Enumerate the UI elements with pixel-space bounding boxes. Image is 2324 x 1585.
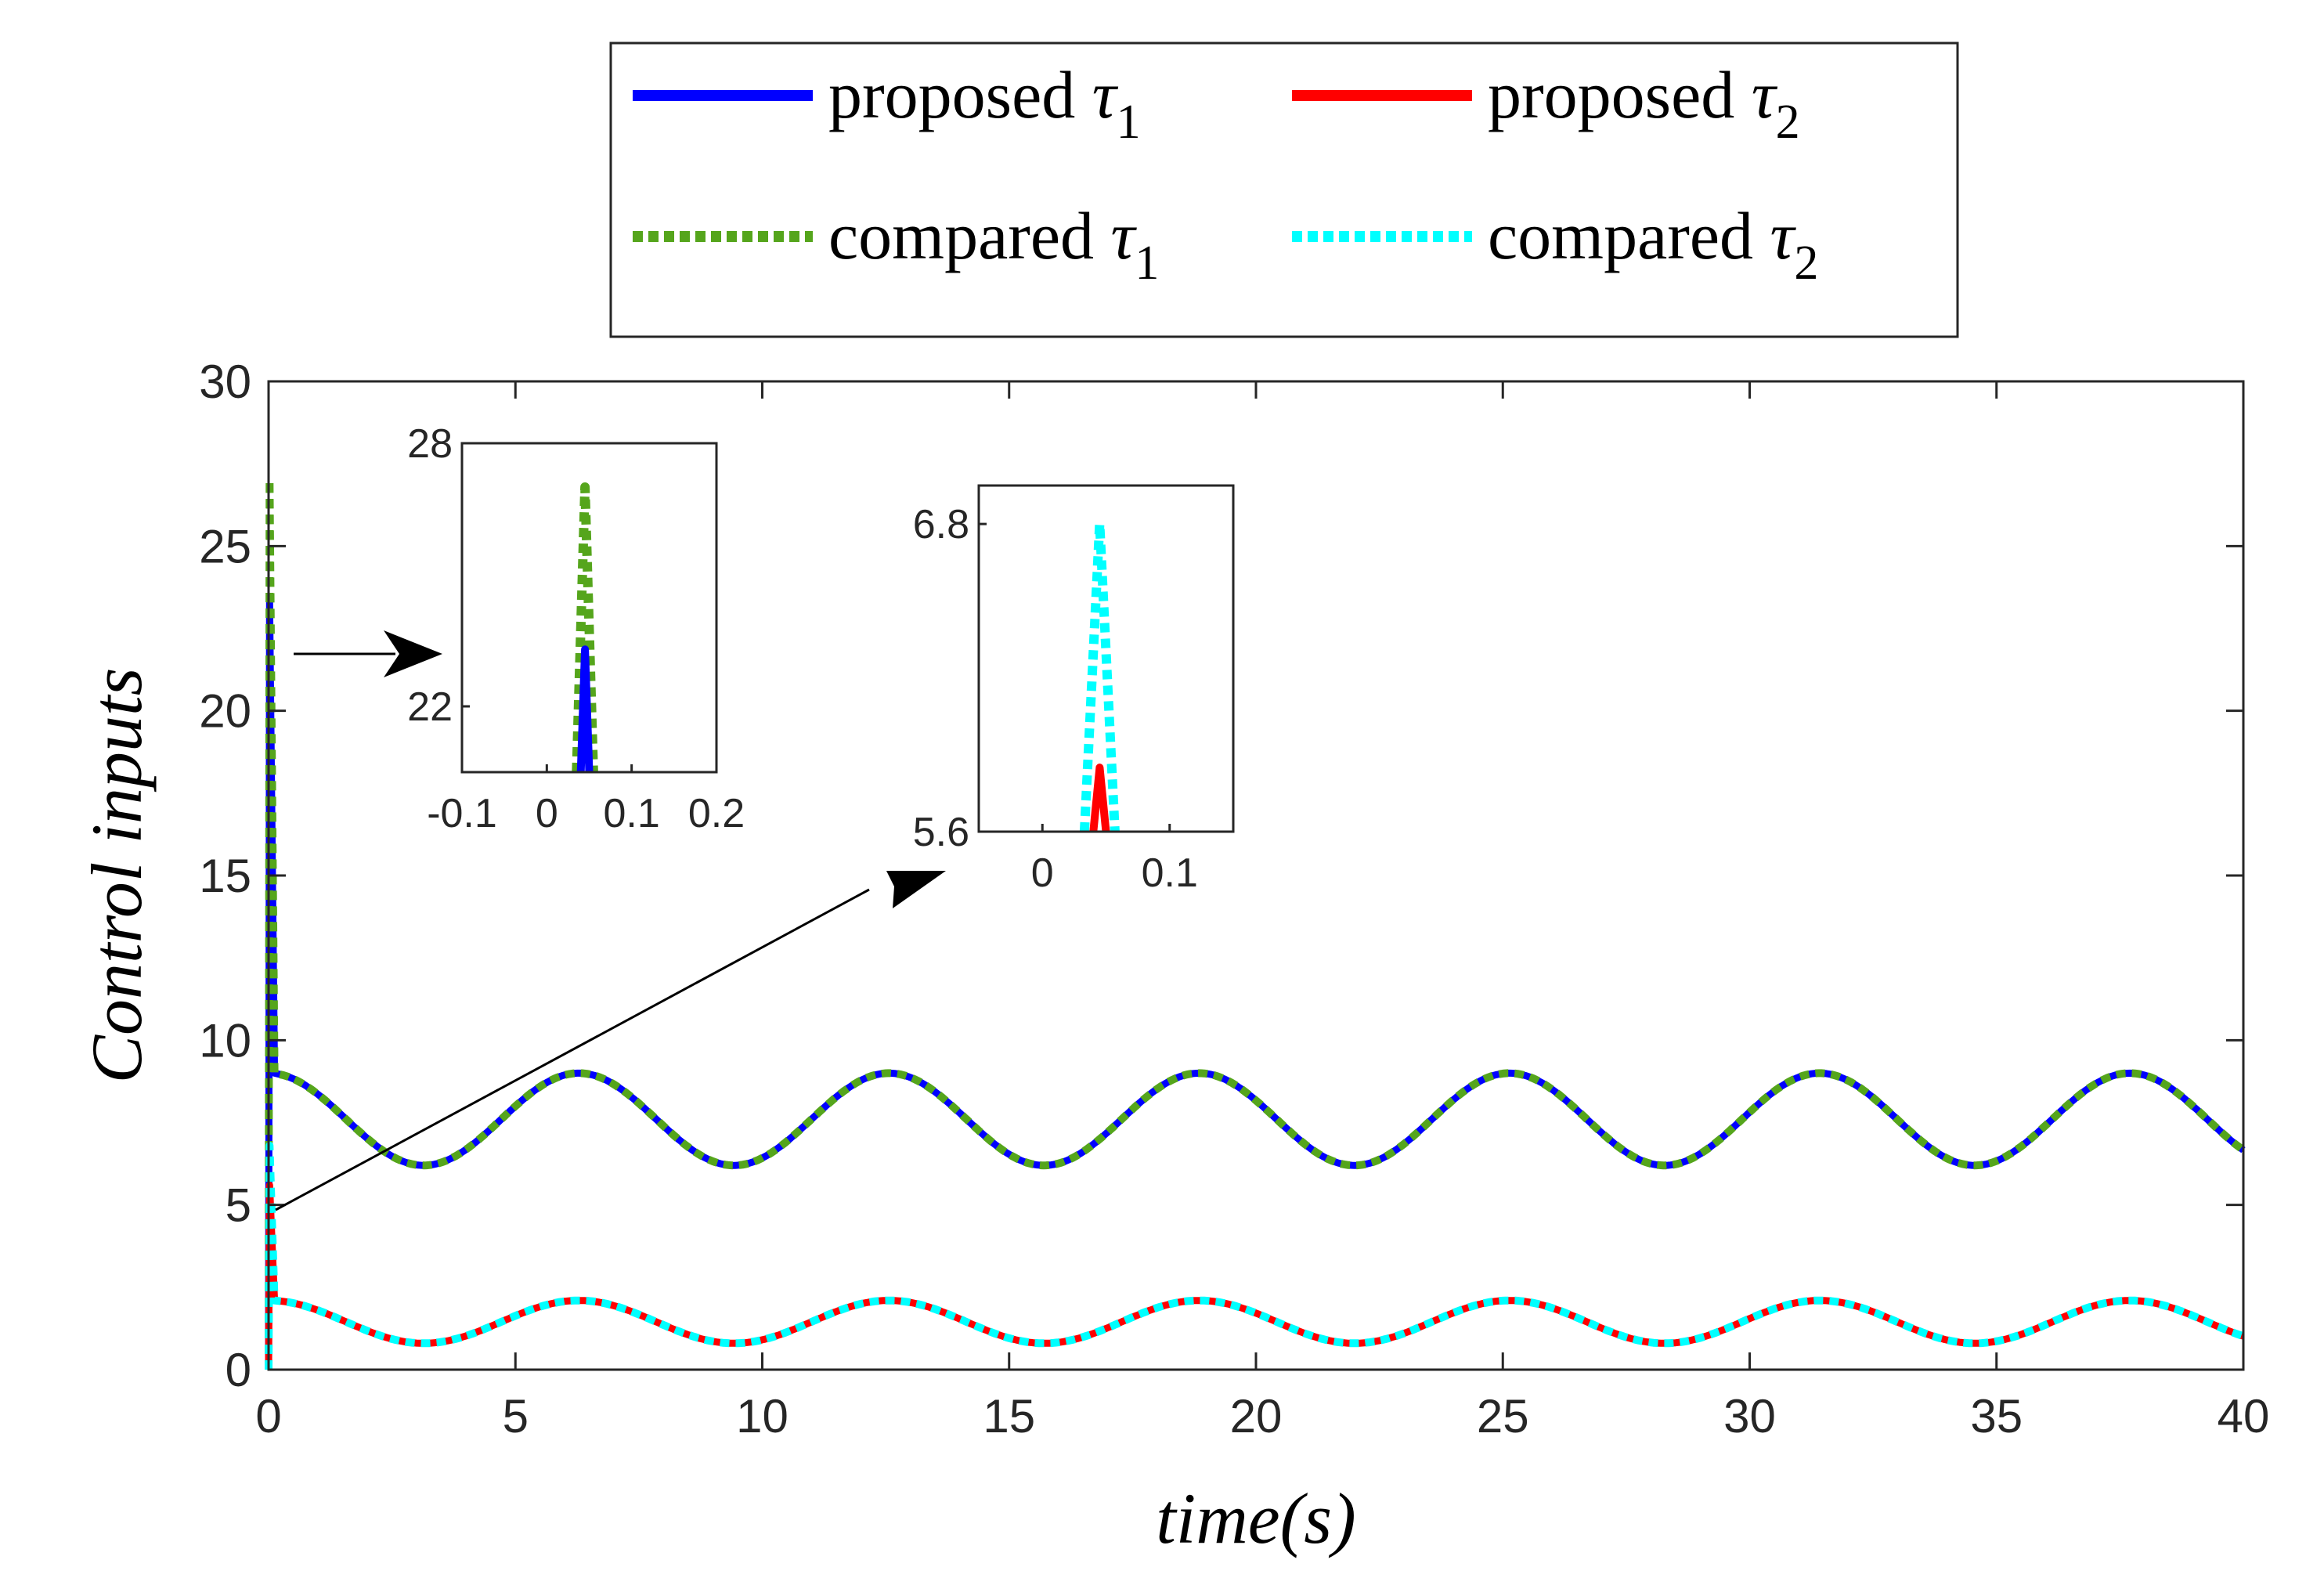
arrow-to-inset2-head [886,871,946,908]
inset1-series-group [572,482,598,773]
legend-label-2: proposed τ2 [1488,57,1800,149]
inset1-x-tick-label-3: 0.2 [688,791,745,836]
inset1-series-line-1 [572,482,598,773]
inset1-x-tick-label-2: 0.1 [604,791,660,836]
inset-tau2: 0 0.1 5.6 6.8 [913,484,1235,896]
inset1-y-tick-label-1: 28 [407,421,453,467]
inset-tau1: -0.1 0 0.1 0.2 22 28 [407,421,745,836]
x-tick-label-4: 20 [1230,1390,1283,1442]
inset1-x-tick-label-1: 0 [536,791,558,836]
y-tick-label-0: 0 [226,1344,251,1396]
inset1-x-tick-label-0: -0.1 [427,791,497,836]
inset2-series-line-1 [1079,519,1120,832]
main-series-line-4 [265,1141,2245,1370]
x-tick-label-1: 5 [503,1390,529,1442]
inset1-series-line-2 [576,645,594,773]
inset1-y-tick-label-0: 22 [407,684,453,730]
x-tick-label-3: 15 [983,1390,1035,1442]
inset1-frame [460,442,718,774]
main-series-group [265,476,2246,1370]
y-axis-label: Control inputs [77,668,157,1084]
y-tick-label-3: 15 [199,850,251,902]
inset2-frame [977,484,1235,833]
inset1-ticks: -0.1 0 0.1 0.2 22 28 [407,421,745,836]
y-tick-label-4: 20 [199,685,251,738]
inset2-x-tick-label-1: 0.1 [1142,850,1198,896]
y-tick-label-6: 30 [199,356,251,408]
inset2-x-tick-label-0: 0 [1031,850,1054,896]
legend-box [609,42,1959,338]
y-tick-label-5: 25 [199,520,251,572]
arrow-to-inset1-head [384,630,442,677]
legend-label-1: proposed τ1 [828,57,1141,149]
annotations [275,630,946,1211]
x-tick-label-5: 25 [1477,1390,1529,1442]
inset2-series-group [1079,519,1120,832]
main-axes: 0 5 10 15 20 25 30 35 40 0 5 10 15 20 25 30 time(s) Con… [77,356,2269,1558]
legend-label-3: compared τ1 [828,198,1159,290]
inset2-ticks: 0 0.1 5.6 6.8 [913,502,1198,896]
x-tick-label-6: 30 [1723,1390,1776,1442]
inset2-series-line-2 [1089,764,1110,832]
main-ticks [267,380,2245,1371]
main-tick-labels: 0 5 10 15 20 25 30 35 40 0 5 10 15 20 25 30 [199,356,2269,1442]
x-tick-label-2: 10 [736,1390,788,1442]
x-axis-label: time(s) [1156,1478,1355,1558]
x-tick-label-8: 40 [2218,1390,2270,1442]
x-tick-label-0: 0 [255,1390,281,1442]
y-tick-label-1: 5 [226,1179,251,1232]
legend-label-4: compared τ2 [1488,198,1818,290]
main-series-line-3 [265,476,2246,1370]
inset2-y-tick-label-0: 5.6 [913,810,969,855]
legend: proposed τ1 proposed τ2 compared τ1 compare… [609,42,1959,338]
inset2-y-tick-label-1: 6.8 [913,502,969,547]
y-tick-label-2: 10 [199,1014,251,1067]
x-tick-label-7: 35 [1970,1390,2023,1442]
arrow-to-inset2-shaft [275,888,870,1211]
